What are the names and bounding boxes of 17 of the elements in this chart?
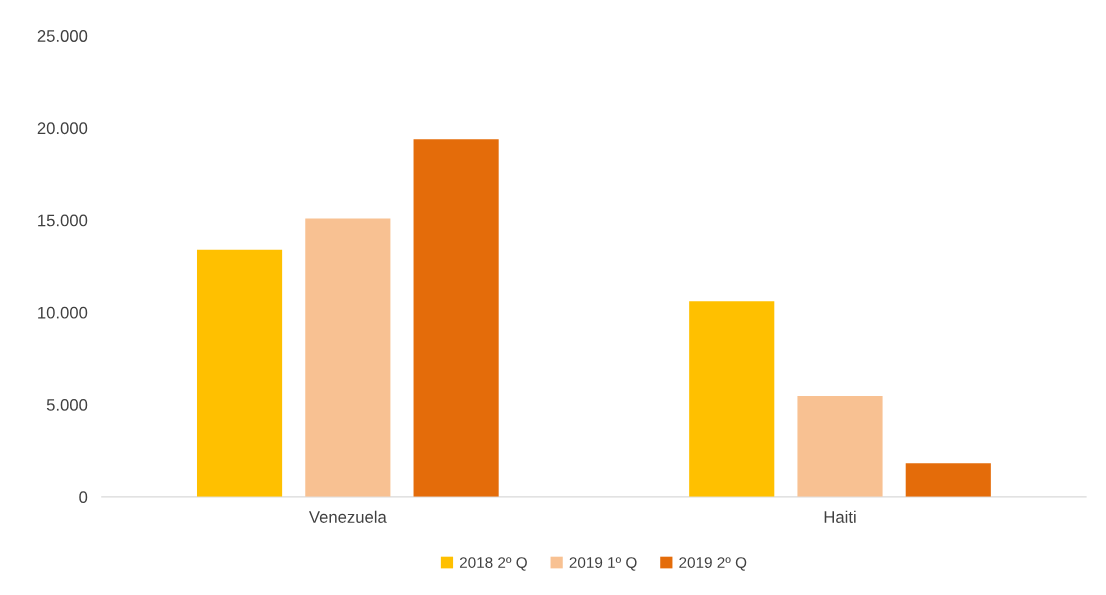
legend-label: 2019 1º Q [569,557,637,571]
bar [689,301,775,497]
y-tick-label: 15.000 [38,214,88,227]
bar [196,249,283,497]
legend-label: 2018 2º Q [459,557,527,571]
y-tick-label: 0 [79,491,88,504]
legend-label: 2019 2º Q [679,557,747,571]
bar [305,218,391,497]
y-tick-label: 20.000 [37,122,88,135]
bar [413,139,499,497]
bar [797,395,883,497]
y-tick-label: 25.000 [37,30,88,42]
x-tick-label: Haiti [824,510,856,523]
bar [905,463,991,497]
x-tick-label: Venezuela [308,510,387,523]
y-tick-label: 10.000 [38,306,88,319]
y-tick-label: 5.000 [46,399,88,411]
